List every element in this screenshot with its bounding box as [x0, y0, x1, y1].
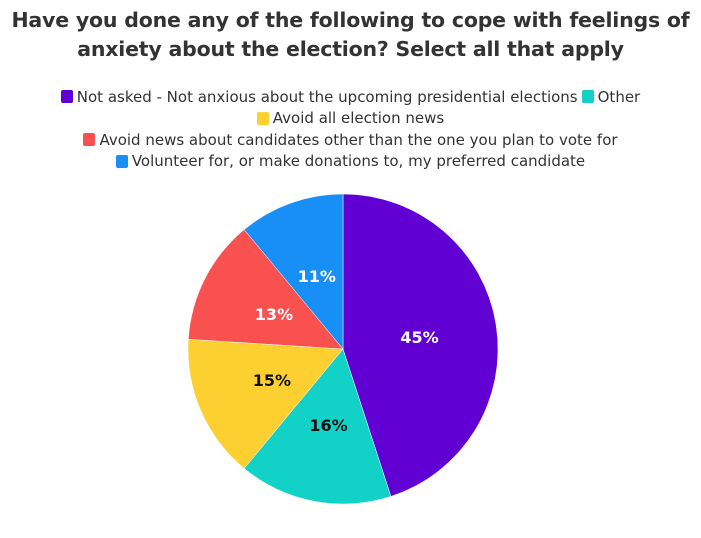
legend-item[interactable]: Other: [581, 87, 641, 106]
legend-swatch: [83, 133, 96, 147]
pie-slice[interactable]: [187, 339, 344, 469]
legend-row: Not asked - Not anxious about the upcomi…: [0, 86, 701, 108]
legend-label: Not asked - Not anxious about the upcomi…: [76, 87, 578, 106]
chart-title-line-1: Have you done any of the following to co…: [11, 8, 690, 32]
pie-slice[interactable]: [243, 193, 344, 350]
legend-swatch: [581, 90, 594, 104]
legend-item[interactable]: Volunteer for, or make donations to, my …: [115, 152, 586, 171]
pie-slice-label: 16%: [309, 416, 347, 435]
legend-row: Volunteer for, or make donations to, my …: [0, 151, 701, 173]
legend-row: Avoid all election news: [0, 108, 701, 130]
chart-legend: Not asked - Not anxious about the upcomi…: [0, 86, 701, 172]
legend-item[interactable]: Avoid all election news: [256, 109, 445, 128]
legend-label: Avoid all election news: [272, 109, 445, 128]
pie-slice-label: 13%: [255, 305, 293, 324]
pie-slice[interactable]: [243, 348, 392, 505]
chart-title-line-2: anxiety about the election? Select all t…: [77, 37, 624, 61]
legend-label: Other: [597, 87, 641, 106]
legend-label: Volunteer for, or make donations to, my …: [131, 152, 586, 171]
legend-row: Avoid news about candidates other than t…: [0, 129, 701, 151]
legend-item[interactable]: Avoid news about candidates other than t…: [83, 130, 618, 149]
pie-slice[interactable]: [188, 229, 344, 350]
legend-swatch: [256, 111, 269, 125]
legend-swatch: [60, 90, 73, 104]
legend-label: Avoid news about candidates other than t…: [99, 130, 618, 149]
chart-title: Have you done any of the following to co…: [0, 6, 701, 64]
legend-swatch: [115, 154, 128, 168]
pie-slice[interactable]: [342, 193, 499, 497]
legend-item[interactable]: Not asked - Not anxious about the upcomi…: [60, 87, 578, 106]
pie-slice-label: 11%: [298, 267, 336, 286]
pie-slice-label: 45%: [400, 328, 438, 347]
pie-slice-label: 15%: [253, 371, 291, 390]
